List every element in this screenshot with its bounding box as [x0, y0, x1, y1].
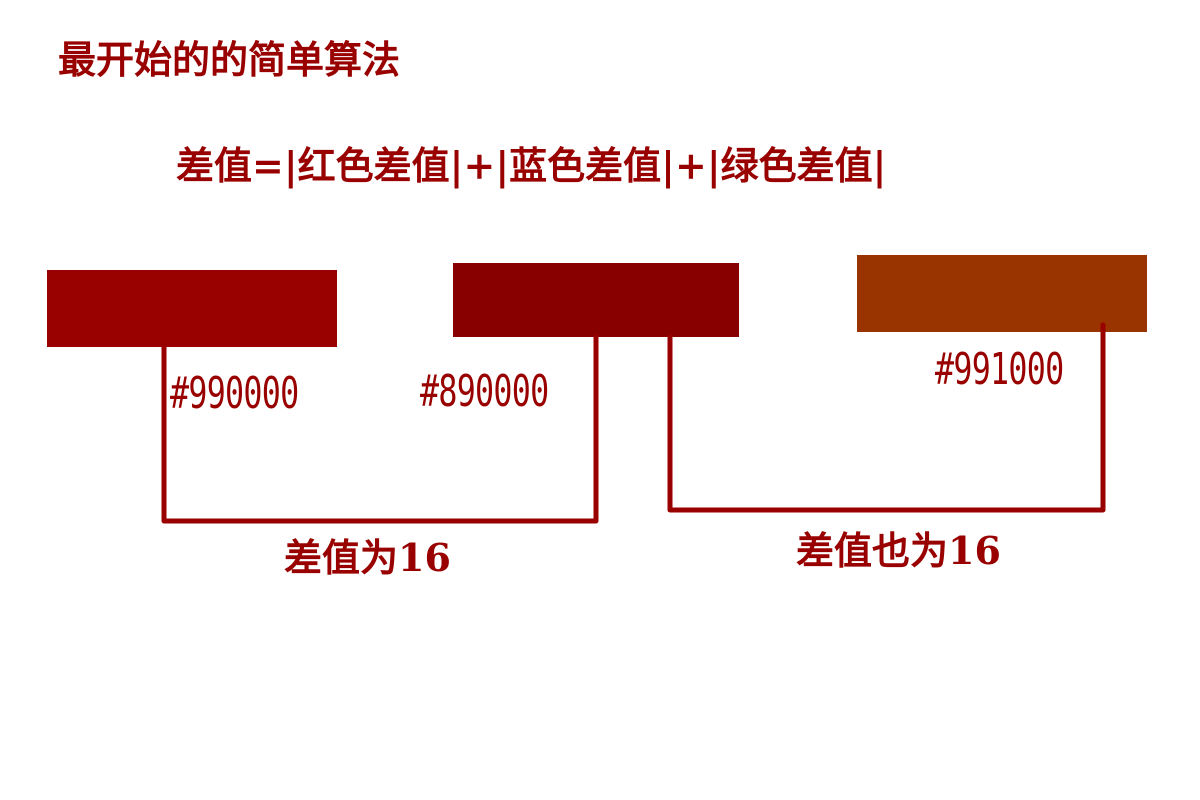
difference-label-2: 差值也为16: [796, 528, 1001, 573]
difference-formula: 差值=|红色差值|+|蓝色差值|+|绿色差值|: [176, 143, 887, 188]
difference-label-1: 差值为16: [284, 535, 451, 580]
page-title: 最开始的的简单算法: [58, 37, 401, 82]
color-swatch-2: [453, 263, 739, 337]
hex-code-3: #991000: [935, 344, 1064, 395]
bracket-left: [161, 334, 599, 524]
bracket-right: [667, 322, 1106, 513]
color-swatch-1: [47, 270, 337, 347]
hex-code-2: #890000: [420, 366, 549, 417]
color-swatch-3: [857, 255, 1147, 332]
hex-code-1: #990000: [170, 368, 299, 419]
